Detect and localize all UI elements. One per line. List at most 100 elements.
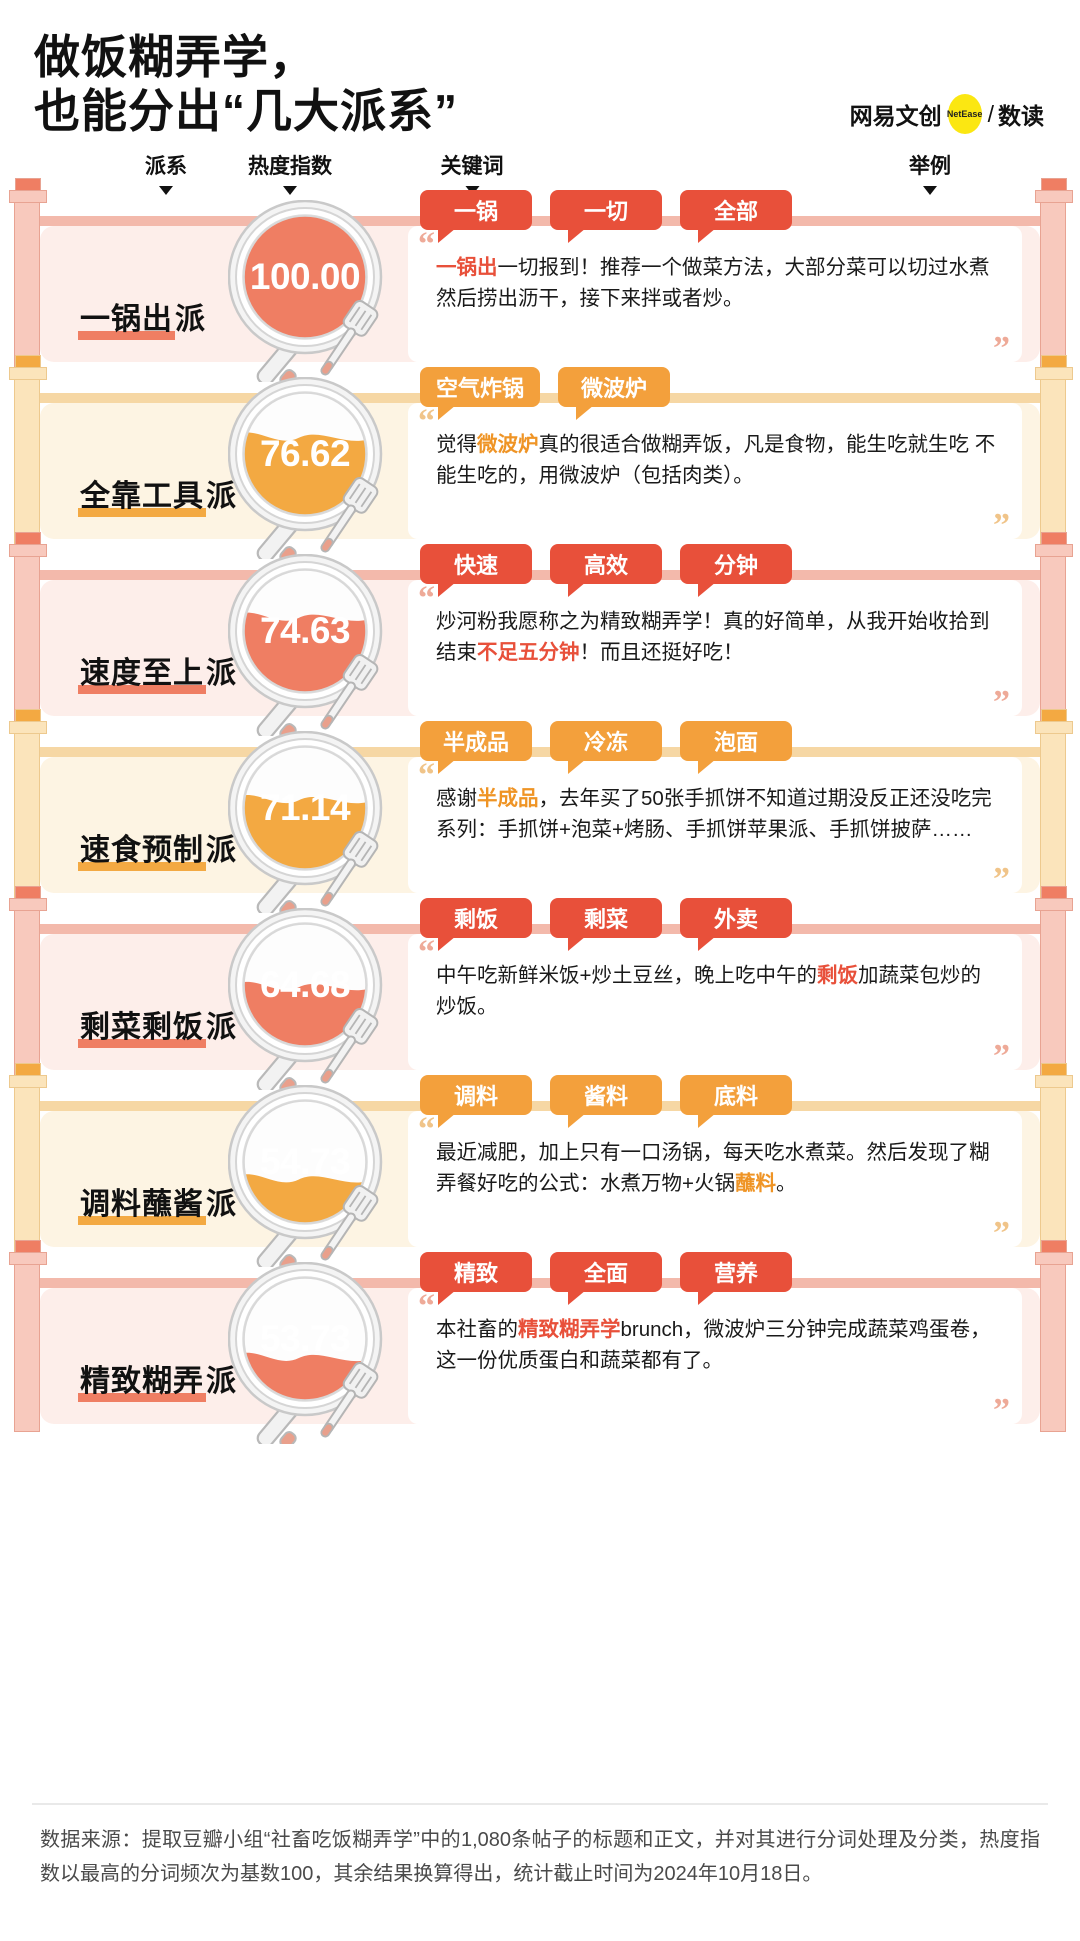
- shelf-post-right: [1035, 178, 1073, 370]
- faction-name: 精致糊弄派: [78, 1356, 237, 1402]
- shelf-post-right: [1035, 1240, 1073, 1432]
- shelf-post-right: [1035, 886, 1073, 1078]
- faction-name-suffix: 派: [206, 1011, 237, 1044]
- keyword-tag-group: 剩饭 剩菜 外卖: [420, 898, 792, 951]
- keyword-tag[interactable]: 酱料: [550, 1075, 662, 1128]
- faction-row: “ ” 本社畜的精致糊弄学brunch，微波炉三分钟完成蔬菜鸡蛋卷，这一份优质蛋…: [0, 1240, 1080, 1444]
- quote-open-icon: “: [418, 757, 435, 794]
- keyword-tag[interactable]: 底料: [680, 1075, 792, 1128]
- brand-name-right: 数读: [998, 103, 1044, 129]
- pan-gauge: 100.00: [228, 200, 404, 382]
- pan-gauge: 54.73: [228, 1085, 404, 1267]
- keyword-tag[interactable]: 半成品: [420, 721, 532, 774]
- post-cap-lower: [1035, 1252, 1073, 1265]
- shelf-post-right: [1035, 709, 1073, 901]
- faction-row: “ ” 中午吃新鲜米饭+炒土豆丝，晚上吃中午的剩饭加蔬菜包炒的炒饭。 剩饭 剩菜外…: [0, 886, 1080, 1090]
- shelf-post-left: [9, 178, 47, 370]
- page-header: 做饭糊弄学， 也能分出“几大派系” 网易文创 NetEase / 数读: [0, 0, 1080, 150]
- post-cap-upper: [1041, 1063, 1067, 1076]
- quote-close-icon: ”: [993, 507, 1010, 544]
- faction-name: 调料蘸酱派: [78, 1179, 237, 1225]
- keyword-tag-group: 快速 高效 分钟: [420, 544, 792, 597]
- keyword-tag[interactable]: 全部: [680, 190, 792, 243]
- shelf-post-left: [9, 709, 47, 901]
- quote-text: 炒河粉我愿称之为精致糊弄学！真的好简单，从我开始收拾到结束不足五分钟！而且还挺好…: [436, 610, 990, 665]
- keyword-tag[interactable]: 一切: [550, 190, 662, 243]
- shelf-bar: [14, 570, 1066, 580]
- keyword-tag[interactable]: 一锅: [420, 190, 532, 243]
- post-cap-upper: [1041, 355, 1067, 368]
- pan-gauge: 74.63: [228, 554, 404, 736]
- faction-name-suffix: 派: [206, 1188, 237, 1221]
- keyword-tag[interactable]: 微波炉: [558, 367, 671, 420]
- shelf-bar: [14, 747, 1066, 757]
- post-cap-upper: [15, 1240, 41, 1253]
- faction-name-suffix: 派: [175, 303, 206, 336]
- heat-index-value: 100.00: [249, 256, 361, 297]
- post-cap-upper: [15, 886, 41, 899]
- post-cap-lower: [1035, 1075, 1073, 1088]
- heat-index-value: 71.14: [259, 787, 351, 828]
- quote-close-icon: ”: [993, 1215, 1010, 1252]
- shelf-post-right: [1035, 1063, 1073, 1255]
- quote-highlight: 半成品: [477, 787, 539, 810]
- keyword-tag[interactable]: 空气炸锅: [420, 367, 541, 420]
- keyword-tag[interactable]: 泡面: [680, 721, 792, 774]
- column-label-text: 关键词: [440, 155, 504, 178]
- keyword-tag[interactable]: 分钟: [680, 544, 792, 597]
- quote-open-icon: “: [418, 403, 435, 440]
- keyword-tag[interactable]: 剩饭: [420, 898, 532, 951]
- faction-name-suffix: 派: [206, 834, 237, 867]
- pan-gauge: 71.14: [228, 731, 404, 913]
- netease-wordmark: NetEase: [946, 109, 983, 119]
- faction-name-highlight: 调料蘸酱: [78, 1179, 206, 1225]
- heat-index-value: 53.73: [259, 1318, 351, 1359]
- quote-open-icon: “: [418, 1288, 435, 1325]
- caret-down-icon: [159, 186, 173, 195]
- pan-gauge: 76.62: [228, 377, 404, 559]
- faction-name: 一锅出派: [78, 294, 206, 340]
- keyword-tag[interactable]: 高效: [550, 544, 662, 597]
- post-cap-lower: [1035, 367, 1073, 380]
- shelf-post-left: [9, 886, 47, 1078]
- keyword-tag[interactable]: 快速: [420, 544, 532, 597]
- post-cap-lower: [1035, 898, 1073, 911]
- brand-logo: 网易文创 NetEase / 数读: [850, 92, 1044, 136]
- quote-highlight: 蘸料: [734, 1172, 776, 1196]
- pan-illustration-icon: [228, 200, 383, 382]
- quote-open-icon: “: [418, 1111, 435, 1148]
- keyword-tag[interactable]: 外卖: [680, 898, 792, 951]
- column-header-faction: 派系: [145, 150, 187, 195]
- footer-divider: [32, 1803, 1048, 1805]
- keyword-tag[interactable]: 精致: [420, 1252, 532, 1305]
- example-quote-card: “ ” 本社畜的精致糊弄学brunch，微波炉三分钟完成蔬菜鸡蛋卷，这一份优质蛋…: [408, 1288, 1022, 1428]
- faction-rows: “ ” 一锅出一切报到！推荐一个做菜方法，大部分菜可以切过水煮然后捞出沥干，接下…: [0, 178, 1080, 1444]
- faction-name-highlight: 速度至上: [78, 648, 206, 694]
- quote-text: 本社畜的精致糊弄学brunch，微波炉三分钟完成蔬菜鸡蛋卷，这一份优质蛋白和蔬菜…: [436, 1318, 991, 1373]
- keyword-tag[interactable]: 营养: [680, 1252, 792, 1305]
- faction-row: “ ” 觉得微波炉真的很适合做糊弄饭，凡是食物，能生吃就生吃 不能生吃的，用微波…: [0, 355, 1080, 559]
- quote-text: 感谢半成品，去年买了50张手抓饼不知道过期没反正还没吃完系列：手抓饼+泡菜+烤肠…: [436, 787, 992, 842]
- faction-row: “ ” 一锅出一切报到！推荐一个做菜方法，大部分菜可以切过水煮然后捞出沥干，接下…: [0, 178, 1080, 382]
- keyword-tag-group: 半成品 冷冻 泡面: [420, 721, 792, 774]
- page-title: 做饭糊弄学， 也能分出“几大派系”: [34, 30, 1046, 139]
- keyword-tag[interactable]: 剩菜: [550, 898, 662, 951]
- heat-index-value: 74.63: [259, 610, 351, 651]
- title-line-1: 做饭糊弄学，: [34, 31, 316, 83]
- keyword-tag[interactable]: 调料: [420, 1075, 532, 1128]
- quote-text: 中午吃新鲜米饭+炒土豆丝，晚上吃中午的剩饭加蔬菜包炒的炒饭。: [436, 964, 981, 1019]
- pan-gauge: 64.68: [228, 908, 404, 1090]
- post-cap-lower: [9, 367, 47, 380]
- pan-illustration-icon: [228, 908, 383, 1090]
- quote-highlight: 剩饭: [816, 964, 858, 987]
- faction-row: “ ” 最近减肥，加上只有一口汤锅，每天吃水煮菜。然后发现了糊弄餐好吃的公式：水…: [0, 1063, 1080, 1267]
- quote-highlight: 不足五分钟: [477, 641, 580, 665]
- quote-open-icon: “: [418, 226, 435, 263]
- keyword-tag[interactable]: 全面: [550, 1252, 662, 1305]
- keyword-tag[interactable]: 冷冻: [550, 721, 662, 774]
- column-header-heat-index: 热度指数: [248, 150, 332, 195]
- example-quote-card: “ ” 中午吃新鲜米饭+炒土豆丝，晚上吃中午的剩饭加蔬菜包炒的炒饭。: [408, 934, 1022, 1074]
- pan-illustration-icon: [228, 377, 383, 559]
- post-cap-upper: [15, 178, 41, 191]
- post-cap-lower: [1035, 544, 1073, 557]
